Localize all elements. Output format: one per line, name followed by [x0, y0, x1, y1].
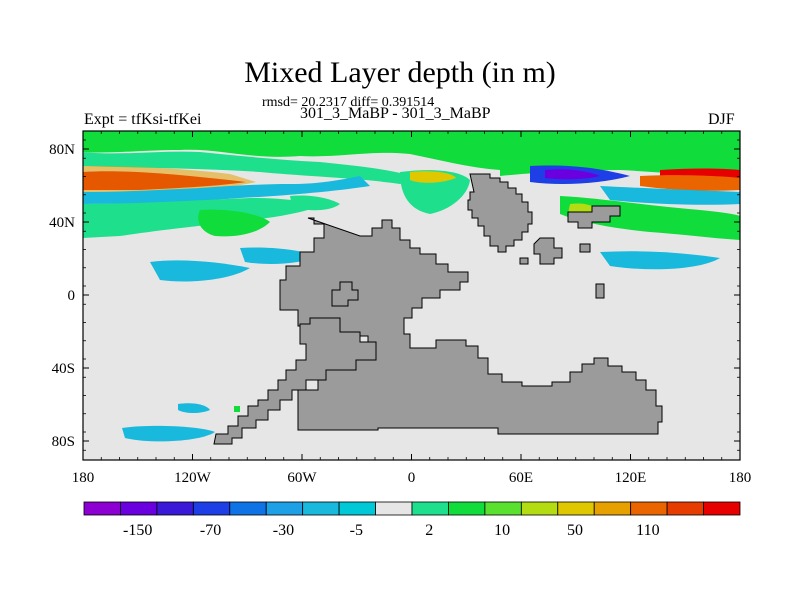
land-masses	[213, 173, 663, 445]
field-band-pacific-cyan	[83, 176, 370, 204]
colorbar-label: 2	[425, 522, 433, 539]
y-tick-label: 40S	[52, 361, 75, 377]
colorbar-swatch	[411, 501, 449, 516]
colorbar-swatch	[375, 501, 413, 516]
stats-line: rmsd= 20.2317 diff= 0.391514	[262, 95, 435, 110]
land-west-peninsula	[213, 317, 377, 445]
x-tick-label: 180	[72, 470, 95, 486]
colorbar-swatch	[265, 501, 304, 516]
colorbar-swatch	[120, 501, 158, 516]
field-blob-mid-green	[198, 209, 270, 237]
field-band-north-teal	[83, 151, 420, 184]
colorbar-swatch	[484, 501, 522, 516]
field-band-east-orange	[640, 175, 740, 191]
y-tick-label: 0	[68, 288, 76, 304]
x-tick-label: 180	[729, 470, 752, 486]
field-blob-south-cyan	[122, 425, 215, 442]
field-blob-trop-cyan-3	[600, 251, 720, 270]
colorbar-label: 50	[567, 522, 583, 539]
plot-title: Mixed Layer depth (in m)	[244, 56, 556, 89]
field-band-east-cyan	[600, 186, 740, 205]
field-band-pacific-orange	[83, 166, 256, 194]
colorbar-swatch	[520, 501, 559, 516]
x-tick-label: 120E	[615, 470, 647, 486]
field-blob-trop-green	[290, 195, 340, 211]
colorbar-swatch	[557, 501, 595, 516]
colorbar-swatch	[302, 501, 340, 516]
y-tick-label: 40N	[49, 215, 75, 231]
field-blob-south-cyan-2	[178, 403, 210, 413]
land-island-east-3	[595, 283, 605, 299]
x-tick-label: 120W	[174, 470, 212, 486]
field-blob-trop-cyan-1	[150, 260, 250, 282]
colorbar: -150 -70 -30 -5 2 10 50 110	[83, 501, 741, 539]
colorbar-label: -150	[123, 522, 152, 539]
colorbar-label: -30	[273, 522, 294, 539]
land-island-east-1	[533, 237, 563, 265]
colorbar-swatch	[156, 501, 194, 516]
field-blob-atlantic-yellow	[410, 171, 456, 183]
land-island-west	[331, 281, 359, 307]
colorbar-swatch	[229, 501, 267, 516]
map-panel	[82, 130, 741, 461]
colorbar-swatch	[338, 501, 376, 516]
colorbar-swatch	[192, 501, 231, 516]
experiment-label: Expt = tfKsi-tfKei	[84, 111, 202, 128]
colorbar-swatch	[666, 501, 704, 516]
colorbar-label: 10	[494, 522, 510, 539]
plot-subtitle: 301_3_MaBP - 301_3_MaBP	[300, 105, 491, 122]
colorbar-label: -5	[350, 522, 363, 539]
colorbar-swatch	[630, 501, 668, 516]
land-island-east-4	[519, 257, 529, 265]
x-tick-label: 0	[408, 470, 416, 486]
latitude-axis: 80N 40N 0 40S 80S	[49, 139, 740, 451]
longitude-axis: 180 120W 60W 0 60E 120E 180	[72, 131, 752, 486]
season-label: DJF	[708, 111, 735, 128]
colorbar-label: 110	[636, 522, 659, 539]
colorbar-label: -70	[200, 522, 221, 539]
x-tick-label: 60E	[509, 470, 533, 486]
land-island-east-2	[567, 205, 621, 229]
y-tick-label: 80S	[52, 434, 75, 450]
field-dot-south-green	[234, 406, 240, 412]
field-band-east-purple	[545, 169, 600, 180]
colorbar-swatch	[593, 501, 632, 516]
colorbar-swatch	[703, 501, 741, 516]
y-tick-label: 80N	[49, 142, 75, 158]
colorbar-swatch	[83, 501, 121, 516]
colorbar-swatch	[448, 501, 486, 516]
land-north-continent	[467, 173, 533, 253]
x-tick-label: 60W	[287, 470, 317, 486]
land-island-east-5	[579, 243, 591, 253]
